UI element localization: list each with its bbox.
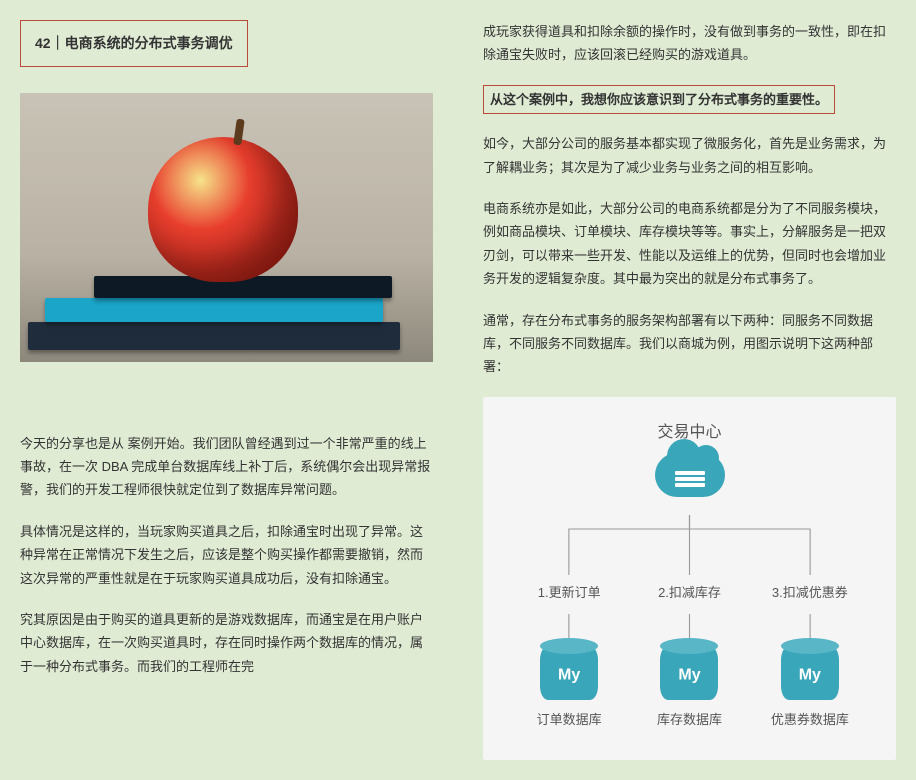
db-label: 订单数据库 [509, 708, 629, 731]
step-label: 1.更新订单 [509, 581, 629, 604]
database-icon [540, 646, 598, 700]
paragraph: 具体情况是这样的，当玩家购买道具之后，扣除通宝时出现了异常。这种异常在正常情况下… [20, 520, 433, 590]
paragraph: 成玩家获得道具和扣除余额的操作时，没有做到事务的一致性，即在扣除通宝失败时，应该… [483, 20, 896, 67]
apple-shape [148, 137, 298, 282]
server-icon [675, 469, 705, 489]
database-icon [660, 646, 718, 700]
paragraph: 通常，存在分布式事务的服务架构部署有以下两种：同服务不同数据库，不同服务不同数据… [483, 309, 896, 379]
paragraph: 究其原因是由于购买的道具更新的是游戏数据库，而通宝是在用户账户中心数据库，在一次… [20, 608, 433, 678]
db-label: 库存数据库 [629, 708, 749, 731]
book-shape [28, 322, 400, 350]
highlight-text: 从这个案例中，我想你应该意识到了分布式事务的重要性。 [490, 92, 828, 107]
paragraph: 电商系统亦是如此，大部分公司的电商系统都是分为了不同服务模块，例如商品模块、订单… [483, 197, 896, 291]
database-icon [781, 646, 839, 700]
article-title: 42｜电商系统的分布式事务调优 [35, 31, 233, 56]
connector-lines [525, 515, 854, 575]
right-column: 成玩家获得道具和扣除余额的操作时，没有做到事务的一致性，即在扣除通宝失败时，应该… [483, 20, 896, 760]
step-label: 3.扣减优惠券 [750, 581, 870, 604]
cloud-node [505, 453, 874, 504]
book-shape [45, 298, 384, 322]
db-node: 库存数据库 [629, 646, 749, 731]
architecture-diagram: 交易中心 1.更新订单 2.扣减库存 3.扣减优惠券 [483, 397, 896, 760]
db-row: 订单数据库 库存数据库 优惠券数据库 [509, 646, 870, 731]
connector-lines [525, 614, 854, 638]
db-node: 优惠券数据库 [750, 646, 870, 731]
paragraph: 如今，大部分公司的服务基本都实现了微服务化，首先是业务需求，为了解耦业务；其次是… [483, 132, 896, 179]
article-page: 42｜电商系统的分布式事务调优 今天的分享也是从 案例开始。我们团队曾经遇到过一… [20, 20, 896, 760]
step-label: 2.扣减库存 [629, 581, 749, 604]
paragraph: 今天的分享也是从 案例开始。我们团队曾经遇到过一个非常严重的线上事故，在一次 D… [20, 432, 433, 502]
article-title-box: 42｜电商系统的分布式事务调优 [20, 20, 248, 67]
db-label: 优惠券数据库 [750, 708, 870, 731]
hero-image [20, 93, 433, 361]
diagram-steps: 1.更新订单 2.扣减库存 3.扣减优惠券 [509, 581, 870, 604]
left-column: 42｜电商系统的分布式事务调优 今天的分享也是从 案例开始。我们团队曾经遇到过一… [20, 20, 433, 760]
db-node: 订单数据库 [509, 646, 629, 731]
cloud-icon [655, 453, 725, 497]
highlight-box: 从这个案例中，我想你应该意识到了分布式事务的重要性。 [483, 85, 835, 114]
